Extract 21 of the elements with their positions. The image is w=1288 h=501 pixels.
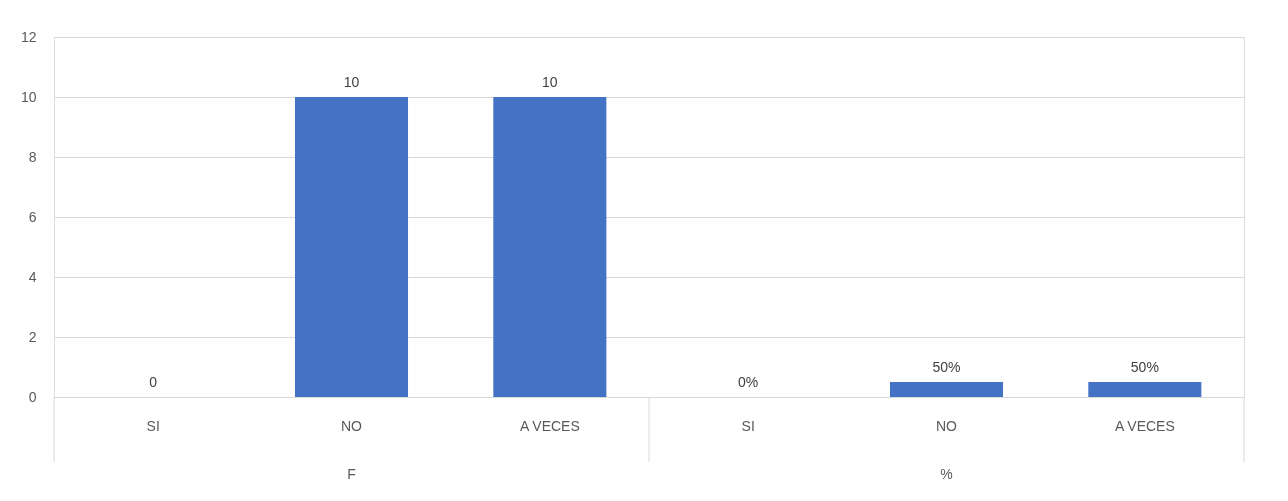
- data-label: 50%: [1130, 359, 1159, 375]
- x-tick-label: A VECES: [519, 417, 580, 434]
- data-label: 10: [542, 74, 558, 90]
- text: F: [347, 466, 356, 482]
- x-tick-label: SI: [741, 417, 755, 434]
- x-tick-label: NO: [936, 417, 958, 434]
- x-tick-label: A VECES: [1114, 417, 1175, 434]
- x-tick-label: SI: [146, 417, 160, 434]
- y-tick-label: 8: [28, 148, 37, 165]
- text: %: [940, 466, 953, 482]
- data-label: 50%: [932, 359, 961, 375]
- data-label: 0%: [738, 374, 759, 390]
- y-tick-label: 6: [28, 208, 37, 225]
- y-tick-label: 0: [28, 388, 37, 405]
- x-tick-label: NO: [341, 417, 363, 434]
- y-tick-label: 2: [28, 328, 37, 345]
- y-tick-label: 4: [28, 268, 37, 285]
- data-label: 10: [343, 74, 360, 90]
- y-tick-label: 10: [20, 88, 37, 105]
- data-label: 0: [149, 374, 158, 390]
- y-tick-label: 12: [20, 28, 37, 45]
